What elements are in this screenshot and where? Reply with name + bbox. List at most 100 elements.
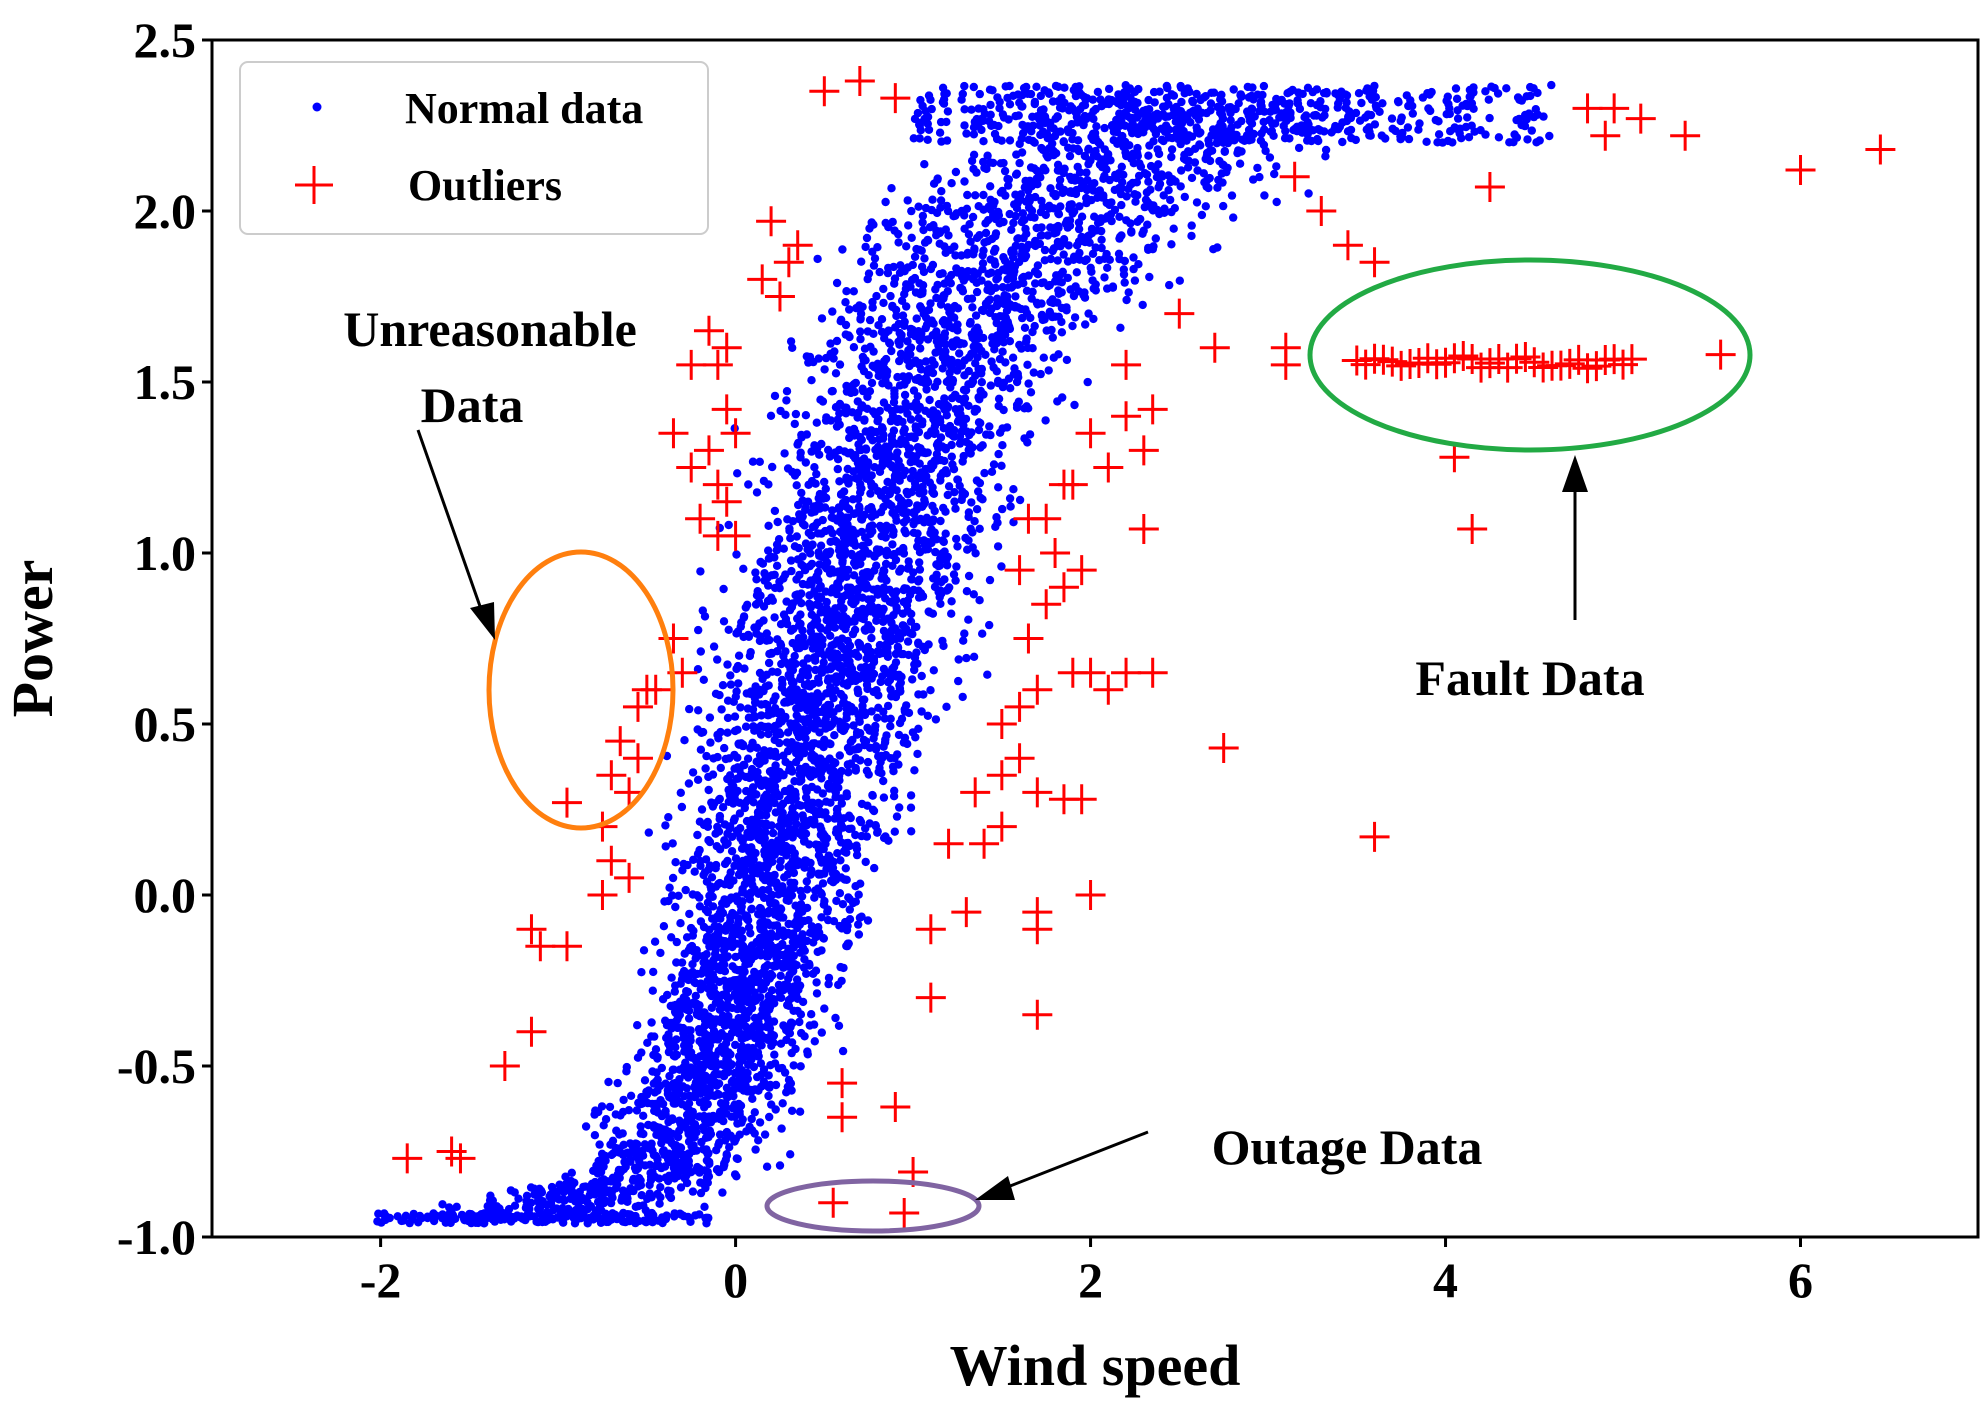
normal-data-point xyxy=(831,369,841,378)
normal-data-point xyxy=(814,567,823,577)
normal-data-point xyxy=(1144,151,1153,160)
normal-data-point xyxy=(721,1098,730,1108)
normal-data-point xyxy=(723,856,732,866)
normal-data-point xyxy=(889,527,898,536)
normal-data-point xyxy=(967,349,976,358)
normal-data-point xyxy=(698,606,707,615)
normal-data-point xyxy=(659,1146,668,1155)
normal-data-point xyxy=(1187,173,1197,183)
normal-data-point xyxy=(870,463,879,472)
normal-data-point xyxy=(680,736,689,745)
normal-data-point xyxy=(783,1082,792,1092)
normal-data-point xyxy=(808,766,817,775)
normal-data-point xyxy=(1204,147,1214,157)
normal-data-point xyxy=(691,954,700,963)
normal-data-point xyxy=(657,1063,666,1073)
normal-data-point xyxy=(938,401,947,411)
normal-data-point xyxy=(981,219,990,228)
normal-data-point xyxy=(936,227,945,236)
normal-data-point xyxy=(1157,170,1166,179)
normal-data-point xyxy=(900,705,909,714)
normal-data-point xyxy=(744,630,753,640)
normal-data-point xyxy=(910,329,919,338)
normal-data-point xyxy=(634,1098,643,1108)
normal-data-point xyxy=(817,439,826,449)
normal-data-point xyxy=(712,842,721,851)
normal-data-point xyxy=(886,291,895,301)
normal-data-point xyxy=(656,948,665,958)
normal-data-point xyxy=(932,208,942,218)
normal-data-point xyxy=(1130,276,1140,285)
normal-data-point xyxy=(872,561,881,570)
normal-data-point xyxy=(838,604,848,613)
normal-data-point xyxy=(756,836,765,845)
normal-data-point xyxy=(992,513,1001,522)
normal-data-point xyxy=(712,1165,722,1174)
normal-data-point xyxy=(952,267,962,276)
normal-data-point xyxy=(997,296,1007,306)
normal-data-point xyxy=(689,926,698,935)
normal-data-point xyxy=(559,1195,568,1204)
normal-data-point xyxy=(848,629,858,639)
normal-data-point xyxy=(779,544,788,553)
normal-data-point xyxy=(862,766,872,775)
normal-data-point xyxy=(708,902,718,911)
normal-data-point xyxy=(1049,151,1058,160)
normal-data-point xyxy=(716,763,725,773)
normal-data-point xyxy=(1155,179,1165,189)
normal-data-point xyxy=(1218,178,1227,187)
normal-data-point xyxy=(997,461,1006,470)
normal-data-point xyxy=(748,457,758,466)
normal-data-point xyxy=(869,734,878,743)
normal-data-point xyxy=(959,451,968,461)
normal-data-point xyxy=(921,357,931,366)
normal-data-point xyxy=(966,237,975,246)
normal-data-point xyxy=(950,497,959,506)
normal-data-point xyxy=(631,1145,641,1154)
normal-data-point xyxy=(547,1182,557,1192)
normal-data-point xyxy=(772,546,781,555)
normal-data-point xyxy=(814,707,823,717)
normal-data-point xyxy=(708,1075,717,1084)
normal-data-point xyxy=(734,679,743,688)
normal-data-point xyxy=(921,476,930,485)
normal-data-point xyxy=(902,487,911,497)
normal-data-point xyxy=(812,620,822,629)
normal-data-point xyxy=(704,772,713,782)
normal-data-point xyxy=(847,527,856,536)
normal-data-point xyxy=(1018,313,1027,323)
normal-data-point xyxy=(1209,245,1218,254)
normal-data-point xyxy=(889,262,898,272)
normal-data-point xyxy=(689,855,698,864)
normal-data-point xyxy=(678,973,688,982)
normal-data-point xyxy=(811,966,821,975)
normal-data-point xyxy=(834,1021,844,1030)
normal-data-point xyxy=(723,1000,732,1009)
normal-data-point xyxy=(616,1167,626,1176)
normal-data-point xyxy=(914,690,923,699)
normal-data-point xyxy=(670,987,679,996)
normal-data-point xyxy=(976,493,985,503)
normal-data-point xyxy=(1253,163,1262,173)
normal-data-point xyxy=(910,766,919,775)
normal-data-point xyxy=(879,793,889,802)
normal-data-point xyxy=(636,1122,645,1131)
normal-data-point xyxy=(872,291,881,301)
normal-data-point xyxy=(853,413,862,422)
normal-data-point xyxy=(985,575,995,585)
normal-data-point xyxy=(608,1193,617,1202)
normal-data-point xyxy=(911,422,920,431)
normal-data-point xyxy=(969,164,978,174)
normal-data-point xyxy=(867,378,877,388)
normal-data-point xyxy=(797,488,806,498)
normal-data-point xyxy=(847,824,856,833)
normal-data-point xyxy=(1090,212,1099,221)
normal-data-point xyxy=(936,599,945,608)
normal-data-point xyxy=(764,1017,773,1027)
normal-data-point xyxy=(1037,143,1046,153)
normal-data-point xyxy=(700,1202,709,1212)
normal-data-point xyxy=(766,411,776,420)
normal-data-point xyxy=(735,1130,744,1139)
normal-data-point xyxy=(697,805,707,814)
normal-data-point xyxy=(881,559,891,569)
